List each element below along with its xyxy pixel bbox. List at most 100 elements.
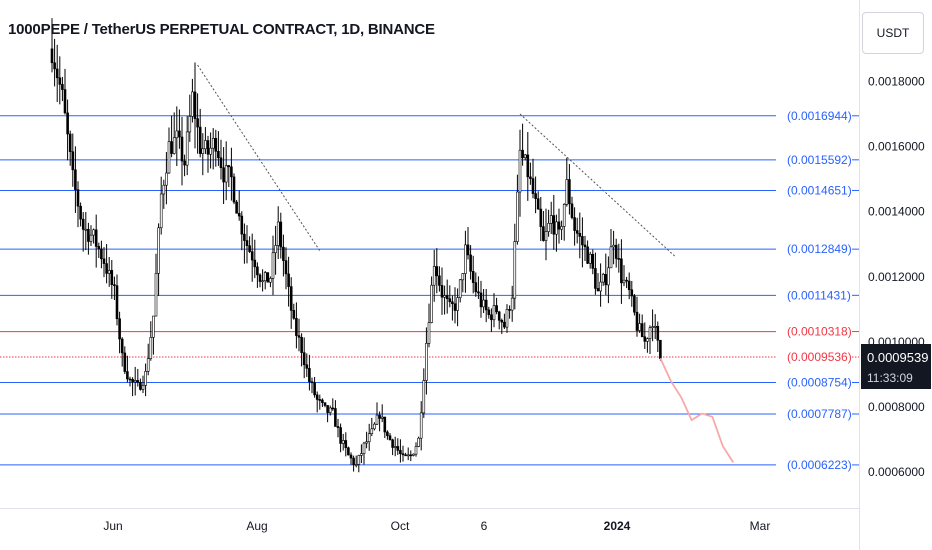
candle-body	[191, 91, 194, 117]
candle-body	[243, 233, 246, 241]
candle-body	[214, 138, 218, 152]
candle-body	[516, 191, 519, 242]
candle-body	[115, 285, 119, 320]
candle-body	[510, 297, 514, 311]
candle-body	[274, 245, 277, 254]
candle-body	[458, 279, 462, 298]
candle-body	[162, 184, 166, 195]
candle-body	[144, 371, 147, 386]
candle-body	[159, 193, 163, 229]
candle-body	[167, 141, 171, 174]
candle-body	[152, 315, 155, 338]
candle-body	[53, 62, 56, 70]
candle-body	[289, 286, 293, 311]
candle-body	[617, 258, 621, 260]
candle-body	[81, 218, 85, 230]
candle-body	[76, 189, 80, 207]
candle-body	[596, 288, 600, 292]
candle-body	[258, 274, 262, 282]
candle-body	[396, 446, 400, 451]
candle-body	[198, 126, 202, 154]
candle-body	[279, 221, 283, 248]
projection-line	[659, 357, 734, 463]
candle-body	[354, 464, 358, 466]
candle-body	[102, 258, 106, 264]
candle-body	[180, 136, 184, 162]
currency-button[interactable]: USDT	[862, 12, 924, 54]
candle-body	[581, 236, 584, 246]
candle-body	[344, 440, 348, 449]
candle-body	[635, 311, 639, 331]
candle-body	[646, 338, 649, 342]
y-tick-label: 0.0012000	[868, 270, 925, 284]
candle-body	[375, 414, 379, 425]
candle-body	[594, 268, 597, 289]
candle-body	[269, 278, 272, 283]
candle-body	[302, 352, 306, 366]
candle-body	[607, 267, 610, 286]
level-label: (0.0007787)	[787, 407, 852, 421]
candle-body	[230, 166, 233, 178]
candle-body	[328, 407, 332, 413]
y-tick-label: 0.0008000	[868, 400, 925, 414]
candle-body	[526, 154, 530, 178]
candle-body	[409, 454, 413, 457]
candle-body	[139, 382, 142, 390]
candle-body	[84, 228, 88, 231]
candle-body	[513, 241, 517, 299]
candle-body	[50, 48, 54, 64]
candle-body	[599, 281, 602, 292]
candle-body	[201, 148, 205, 154]
candle-body	[552, 215, 556, 235]
candle-body	[339, 427, 342, 444]
candle-body	[534, 193, 537, 199]
candle-body	[321, 399, 324, 403]
x-tick-label: 6	[481, 519, 488, 533]
candle-body	[560, 226, 563, 230]
candle-body	[347, 447, 350, 456]
level-label: (0.0014651)	[787, 183, 852, 197]
chart-title: 1000PEPE / TetherUS PERPETUAL CONTRACT, …	[8, 21, 435, 38]
candle-body	[224, 165, 228, 183]
candle-body	[425, 343, 428, 381]
trendline	[197, 64, 321, 252]
candle-body	[110, 270, 114, 285]
x-tick-label: 2024	[604, 519, 631, 533]
candle-body	[419, 412, 423, 439]
candle-body	[74, 169, 77, 190]
candle-body	[659, 339, 662, 359]
level-label: (0.0016944)	[787, 109, 852, 123]
level-label: (0.0011431)	[787, 288, 851, 302]
candle-body	[492, 305, 496, 321]
y-tick-label: 0.0014000	[868, 205, 925, 219]
candle-body	[237, 213, 241, 217]
candle-body	[466, 244, 470, 256]
candle-body	[94, 229, 98, 247]
candle-body	[133, 380, 137, 383]
candle-body	[445, 295, 449, 299]
candle-body	[588, 253, 592, 264]
candle-body	[113, 284, 116, 286]
candle-body	[627, 280, 631, 291]
candle-body	[633, 295, 636, 313]
x-tick-label: Aug	[246, 519, 267, 533]
level-label: (0.0010318)	[787, 325, 852, 339]
candle-body	[422, 380, 426, 414]
candle-body	[175, 130, 179, 139]
candle-body	[583, 244, 587, 248]
candle-body	[500, 319, 504, 323]
candle-body	[315, 394, 319, 400]
candle-body	[578, 232, 582, 237]
candle-body	[63, 89, 67, 114]
candle-body	[141, 385, 145, 390]
candle-body	[297, 335, 301, 338]
candle-body	[261, 280, 264, 283]
candle-body	[523, 154, 527, 159]
candle-body	[256, 266, 259, 276]
level-label: (0.0009536)	[787, 350, 852, 364]
level-label: (0.0015592)	[787, 153, 852, 167]
candle-body	[549, 215, 553, 224]
candle-body	[399, 450, 402, 455]
candle-body	[292, 310, 296, 319]
